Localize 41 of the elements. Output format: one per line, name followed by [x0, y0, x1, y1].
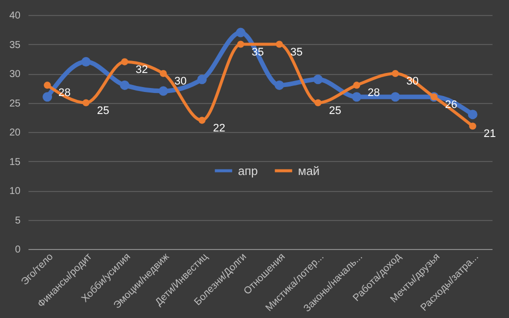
data-label: 21 [484, 128, 496, 140]
y-tick-label: 5 [14, 215, 21, 226]
data-label: 25 [329, 104, 342, 117]
point [313, 74, 323, 84]
point [81, 57, 91, 67]
legend-label: апр [238, 164, 258, 178]
data-label: 25 [97, 104, 110, 117]
point [121, 58, 128, 66]
point [236, 28, 246, 38]
point [158, 86, 168, 96]
point [160, 70, 167, 78]
point [44, 82, 51, 89]
point [390, 92, 400, 102]
point [352, 92, 362, 102]
data-label: 35 [290, 46, 303, 58]
point [353, 82, 360, 89]
point [42, 92, 52, 102]
point [314, 99, 322, 106]
data-label: 32 [136, 64, 148, 76]
point [468, 110, 478, 120]
y-tick-label: 30 [9, 69, 21, 80]
data-label: 22 [213, 122, 226, 134]
point [469, 122, 476, 130]
point [274, 80, 284, 90]
y-tick-label: 20 [9, 128, 21, 138]
y-tick-label: 35 [9, 40, 21, 51]
y-tick-label: 15 [9, 156, 21, 168]
y-tick-label: 40 [9, 10, 21, 22]
y-tick-label: 10 [9, 186, 21, 197]
y-tick-label: 25 [9, 98, 21, 110]
data-label: 30 [174, 76, 187, 88]
point [197, 74, 207, 84]
point [237, 40, 244, 48]
legend-label: май [298, 164, 320, 178]
point [198, 116, 206, 124]
point [276, 40, 283, 48]
data-label: 26 [445, 98, 458, 111]
point [82, 99, 90, 106]
point [120, 80, 130, 90]
point [392, 70, 399, 78]
y-tick-label: 0 [14, 244, 21, 256]
